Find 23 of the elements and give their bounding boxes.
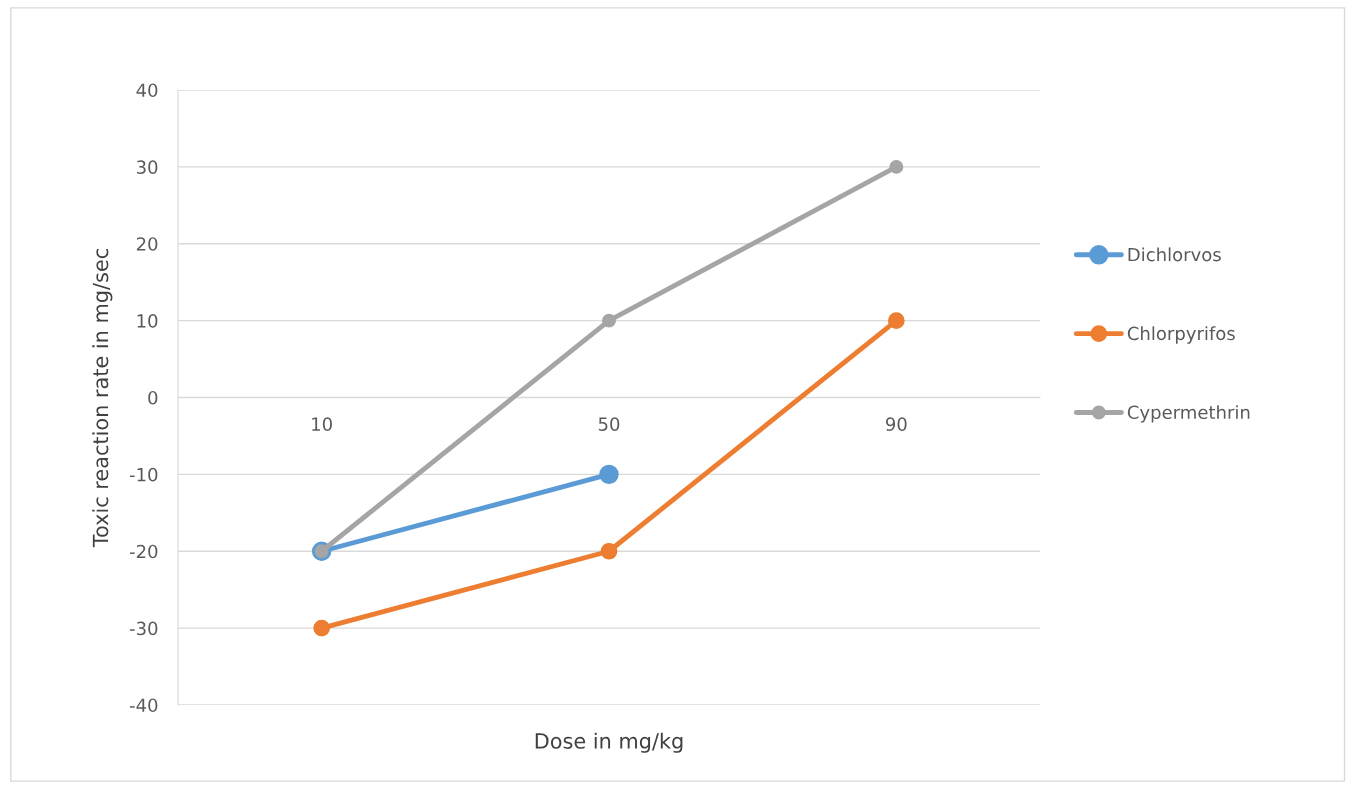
x-tick-label: 10 — [312, 417, 332, 431]
y-axis-title: Toxic reaction rate in mg/sec — [92, 249, 113, 548]
y-tick-label: 40 — [136, 83, 158, 98]
point — [600, 542, 618, 560]
y-tick-label: -10 — [129, 467, 158, 482]
y-tick-label: -40 — [129, 698, 158, 713]
point — [889, 159, 904, 174]
x-tick-label: 50 — [598, 417, 620, 431]
x-axis-title: Dose in mg/kg — [535, 732, 683, 753]
point — [599, 464, 619, 485]
y-tick-label: 30 — [136, 160, 158, 174]
x-tick-label: 90 — [885, 417, 907, 431]
legend-label: Dichlorvos — [1128, 247, 1221, 262]
legend-label: Chlorpyrifos — [1127, 326, 1235, 344]
y-tick-label: -20 — [129, 544, 158, 559]
legend-label: Cypermethrin — [1127, 405, 1250, 423]
point — [602, 313, 616, 328]
y-tick-label: 10 — [137, 314, 158, 328]
y-tick-label: 0 — [148, 390, 158, 405]
y-tick-label: -30 — [129, 621, 158, 636]
y-tick-label: 20 — [136, 237, 158, 251]
point — [313, 619, 331, 637]
point — [887, 312, 905, 329]
